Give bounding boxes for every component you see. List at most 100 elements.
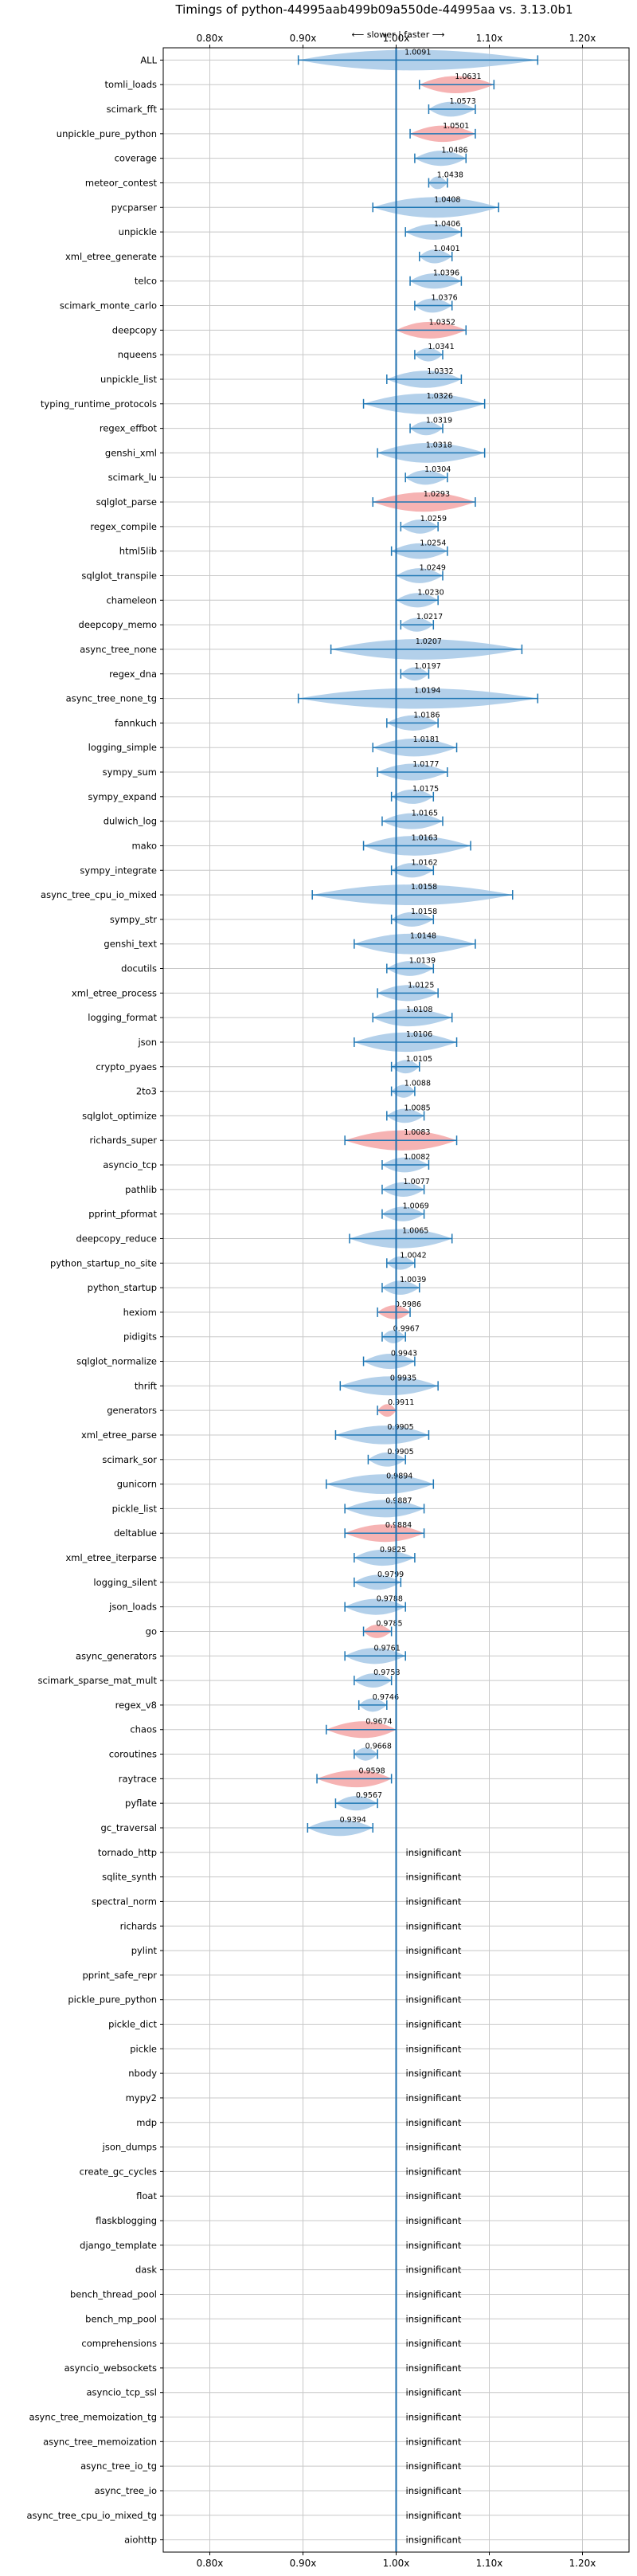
- value-label: 1.0406: [434, 220, 460, 229]
- value-label: 0.9674: [365, 1718, 392, 1727]
- value-label: 0.9825: [380, 1546, 406, 1555]
- y-tick-label: pickle_list: [112, 1503, 158, 1514]
- y-tick-label: pycparser: [111, 202, 158, 213]
- x-tick-label-bottom: 1.20x: [569, 2558, 596, 2569]
- value-label: 1.0158: [411, 908, 437, 916]
- y-tick-label: async_tree_cpu_io_mixed: [41, 889, 157, 900]
- x-tick-label-top: 0.90x: [290, 33, 317, 44]
- y-tick-label: json: [137, 1037, 157, 1048]
- insignificant-label: insignificant: [406, 2068, 462, 2079]
- y-tick-label: genshi_xml: [105, 447, 157, 458]
- value-label: 0.9758: [373, 1668, 400, 1677]
- y-tick-label: html5lib: [119, 546, 157, 557]
- value-label: 1.0065: [402, 1226, 428, 1235]
- y-tick-label: pickle: [130, 2043, 157, 2054]
- insignificant-label: insignificant: [406, 2117, 462, 2128]
- y-tick-label: pidigits: [123, 1331, 157, 1343]
- insignificant-label: insignificant: [406, 2043, 462, 2054]
- y-tick-label: async_tree_none_tg: [66, 693, 157, 704]
- insignificant-label: insignificant: [406, 2215, 462, 2226]
- y-tick-label: async_tree_cpu_io_mixed_tg: [26, 2510, 157, 2521]
- value-label: 1.0088: [404, 1080, 431, 1088]
- value-label: 0.9887: [385, 1496, 412, 1505]
- y-tick-label: logging_silent: [93, 1577, 157, 1588]
- y-tick-label: xml_etree_parse: [81, 1429, 157, 1441]
- x-tick-label-bottom: 0.90x: [290, 2558, 317, 2569]
- value-label: 0.9894: [386, 1472, 412, 1481]
- x-tick-label-top: 0.80x: [197, 33, 224, 44]
- y-tick-label: create_gc_cycles: [80, 2166, 157, 2177]
- y-tick-label: sympy_sum: [103, 767, 157, 778]
- y-tick-label: async_tree_memoization_tg: [29, 2412, 157, 2423]
- value-label: 1.0326: [427, 392, 453, 401]
- value-label: 1.0293: [424, 490, 450, 499]
- value-label: 1.0148: [410, 932, 436, 941]
- chart-title: Timings of python-44995aab499b09a550de-4…: [174, 2, 573, 17]
- insignificant-label: insignificant: [406, 2412, 462, 2423]
- y-tick-label: dask: [135, 2264, 157, 2276]
- y-tick-label: regex_compile: [90, 521, 157, 532]
- value-label: 1.0304: [424, 465, 451, 474]
- value-label: 1.0401: [433, 245, 459, 253]
- value-label: 1.0207: [416, 637, 442, 646]
- x-tick-label-top: 1.20x: [569, 33, 596, 44]
- y-tick-label: unpickle_pure_python: [57, 128, 157, 139]
- y-tick-label: sympy_integrate: [80, 865, 157, 876]
- value-label: 0.9911: [388, 1398, 414, 1407]
- y-tick-label: comprehensions: [81, 2338, 157, 2349]
- insignificant-label: insignificant: [406, 2485, 462, 2496]
- value-label: 0.9567: [356, 1791, 382, 1800]
- y-tick-label: mdp: [136, 2117, 157, 2128]
- y-tick-label: mako: [131, 840, 157, 851]
- y-tick-label: async_tree_memoization: [43, 2436, 157, 2447]
- insignificant-label: insignificant: [406, 1920, 462, 1931]
- y-tick-label: chameleon: [106, 594, 157, 606]
- y-tick-label: dulwich_log: [104, 816, 157, 827]
- y-tick-label: sqlglot_parse: [96, 496, 157, 508]
- value-label: 0.9746: [373, 1693, 399, 1702]
- value-label: 0.9799: [377, 1570, 404, 1579]
- y-tick-label: gunicorn: [117, 1479, 157, 1490]
- y-tick-label: hexiom: [123, 1307, 157, 1318]
- x-tick-label-bottom: 1.00x: [383, 2558, 410, 2569]
- value-label: 1.0082: [404, 1153, 430, 1162]
- x-tick-label-top: 1.00x: [383, 33, 410, 44]
- y-tick-label: sympy_expand: [88, 791, 157, 802]
- y-tick-label: richards_super: [89, 1135, 157, 1146]
- y-tick-label: regex_dna: [109, 669, 157, 680]
- x-tick-label-bottom: 0.80x: [197, 2558, 224, 2569]
- insignificant-label: insignificant: [406, 1847, 462, 1858]
- y-tick-label: 2to3: [136, 1086, 157, 1097]
- y-tick-label: mypy2: [126, 2092, 157, 2104]
- y-tick-label: regex_effbot: [100, 423, 158, 434]
- value-label: 1.0108: [406, 1006, 432, 1014]
- y-tick-label: tomli_loads: [105, 79, 157, 90]
- y-tick-label: scimark_lu: [108, 472, 157, 483]
- insignificant-label: insignificant: [406, 2240, 462, 2251]
- value-label: 1.0319: [426, 417, 452, 425]
- y-tick-label: go: [146, 1625, 157, 1637]
- insignificant-label: insignificant: [406, 2362, 462, 2374]
- value-label: 0.9788: [377, 1595, 403, 1604]
- y-tick-label: deepcopy: [112, 324, 157, 335]
- y-tick-label: tornado_http: [98, 1847, 157, 1858]
- value-label: 1.0125: [408, 981, 434, 990]
- value-label: 0.9986: [395, 1300, 421, 1309]
- y-tick-label: asyncio_websockets: [64, 2362, 157, 2374]
- x-tick-label-top: 1.10x: [476, 33, 503, 44]
- y-tick-label: unpickle_list: [100, 374, 157, 385]
- y-tick-label: sympy_str: [110, 914, 157, 925]
- y-tick-label: sqlglot_transpile: [81, 570, 157, 581]
- value-label: 1.0177: [412, 760, 439, 769]
- y-tick-label: logging_format: [88, 1012, 157, 1023]
- value-label: 0.9394: [340, 1816, 366, 1825]
- axis-layer: 0.80x 0.80x 0.90x 0.90x 1.00x 1.00x 1.10x 1.10x…: [26, 33, 630, 2569]
- y-tick-label: typing_runtime_protocols: [41, 398, 157, 410]
- y-tick-label: pyflate: [125, 1798, 157, 1809]
- value-label: 1.0438: [437, 171, 463, 179]
- y-tick-label: nqueens: [118, 349, 157, 360]
- value-label: 1.0162: [411, 858, 437, 867]
- value-label: 1.0085: [404, 1104, 430, 1112]
- insignificant-label: insignificant: [406, 2019, 462, 2030]
